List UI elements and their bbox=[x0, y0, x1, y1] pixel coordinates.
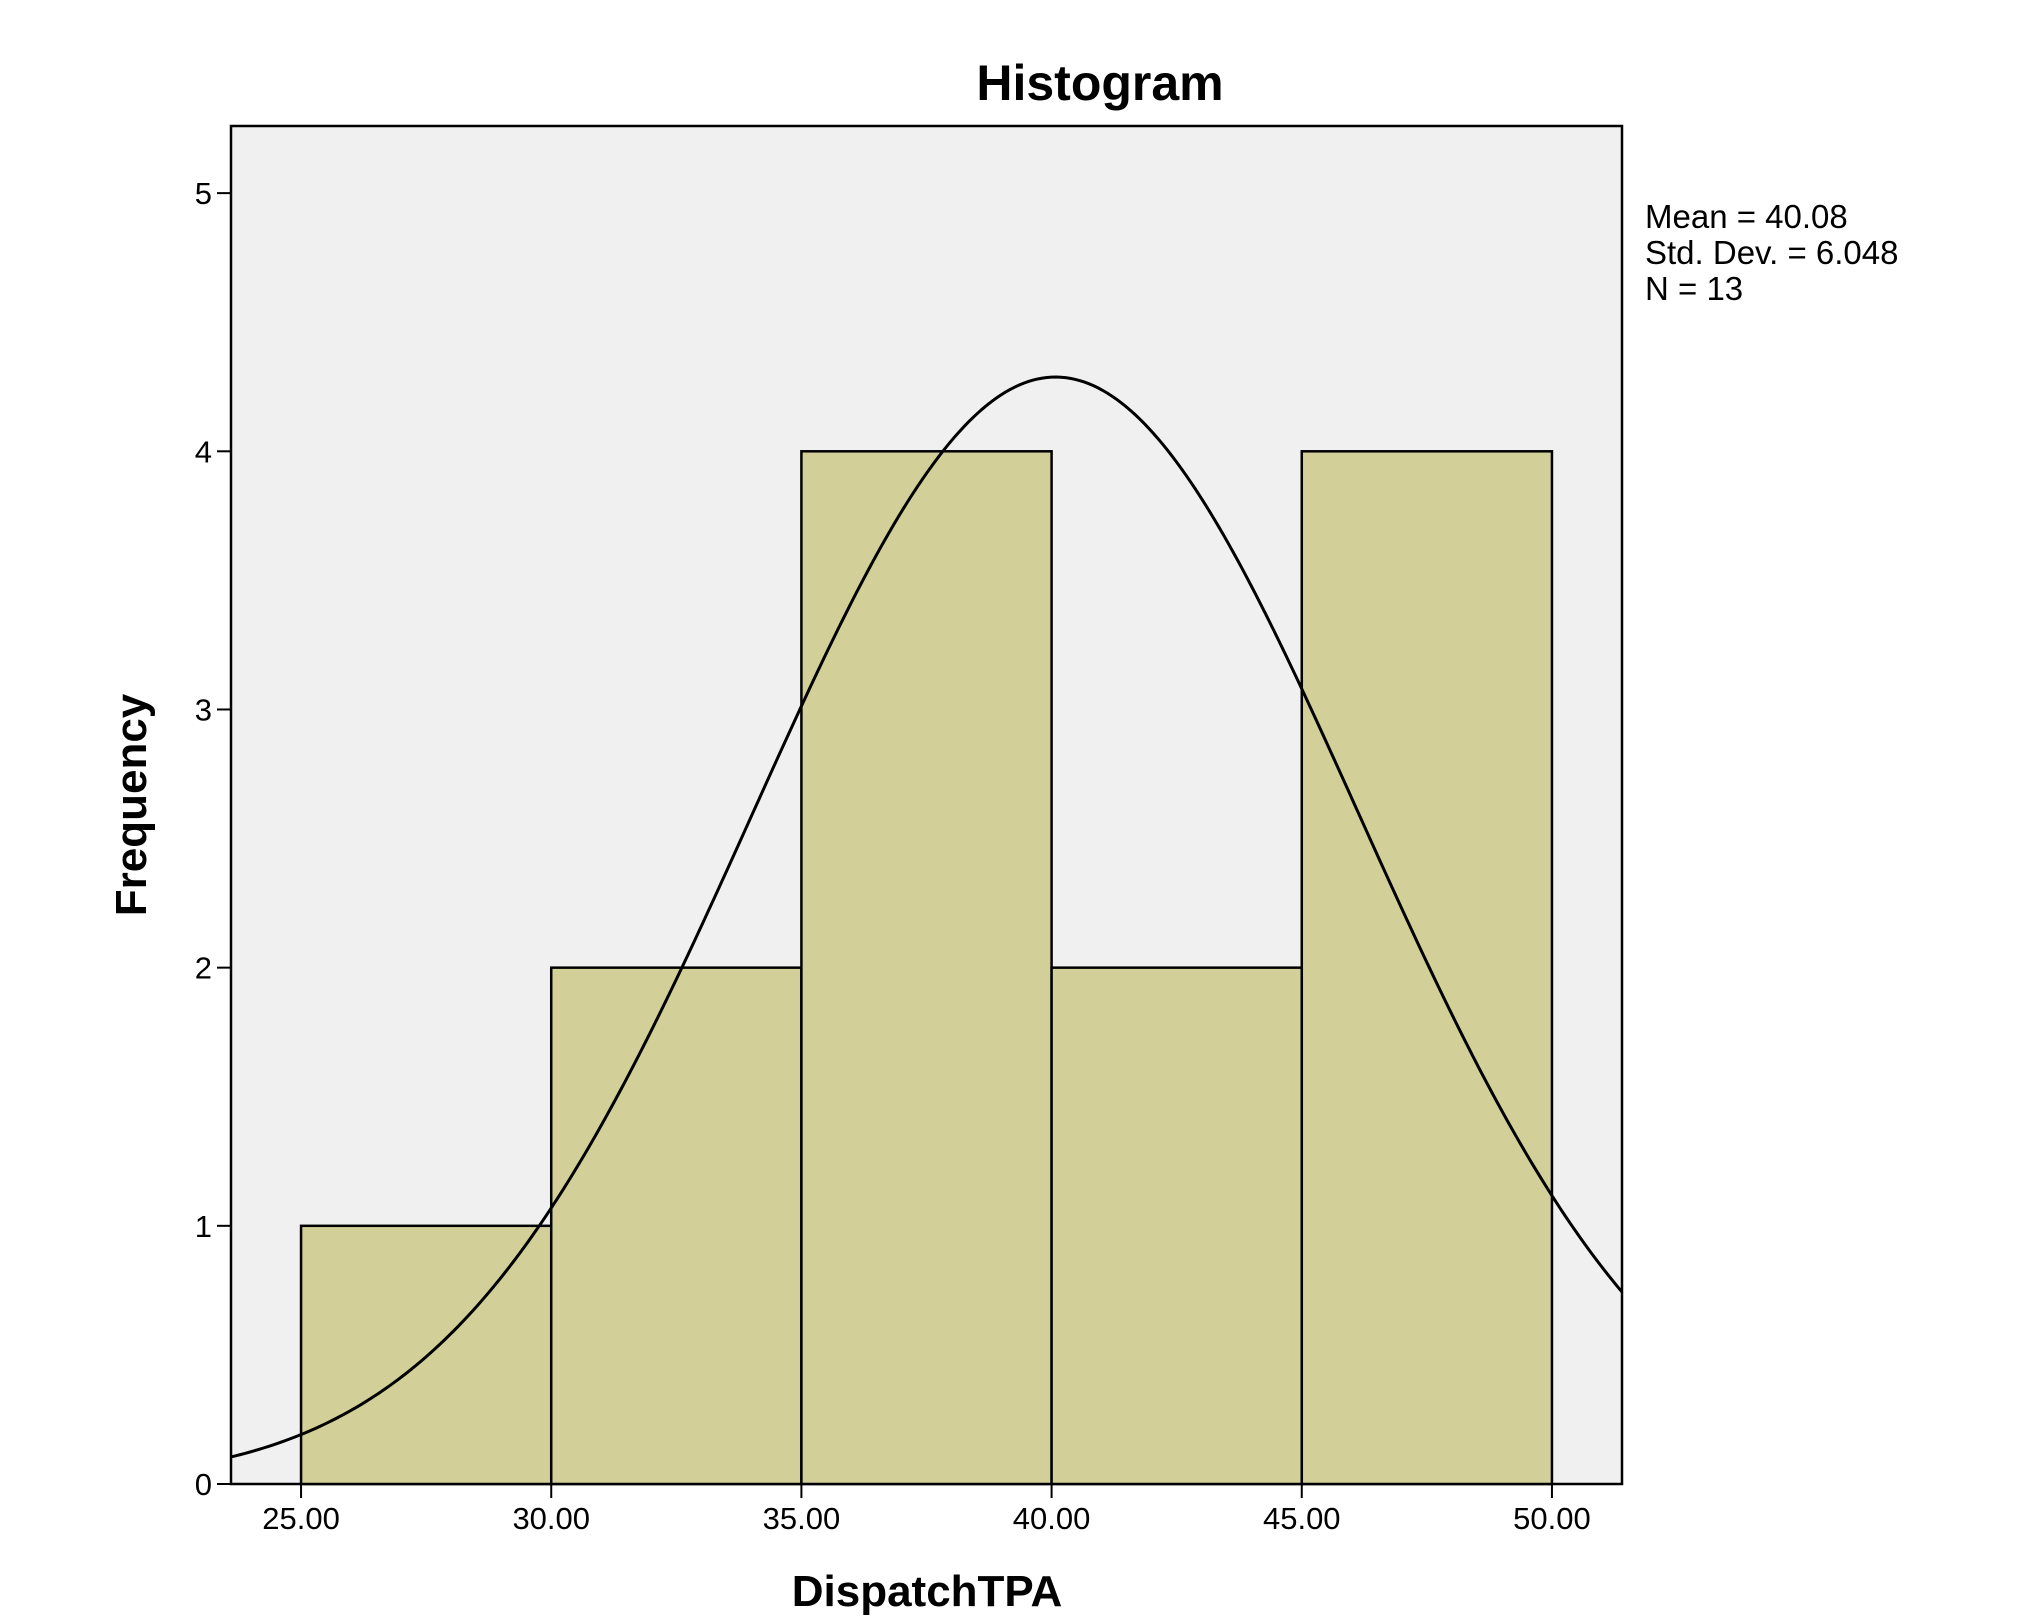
histogram-bar-4 bbox=[1300, 450, 1554, 1486]
y-axis: 0 1 2 3 4 5 bbox=[195, 176, 231, 1502]
x-axis-title: DispatchTPA bbox=[792, 1567, 1063, 1616]
x-axis: 25.00 30.00 35.00 40.00 45.00 50.00 bbox=[262, 1484, 1591, 1536]
x-tick-label-30: 30.00 bbox=[512, 1501, 590, 1536]
stats-std-dev: Std. Dev. = 6.048 bbox=[1645, 234, 1898, 271]
y-tick-label-1: 1 bbox=[195, 1209, 212, 1244]
stats-mean: Mean = 40.08 bbox=[1645, 198, 1848, 235]
y-tick-label-3: 3 bbox=[195, 692, 212, 727]
y-tick-label-2: 2 bbox=[195, 951, 212, 986]
x-tick-label-40: 40.00 bbox=[1013, 1501, 1091, 1536]
stats-n: N = 13 bbox=[1645, 270, 1743, 307]
normal-curve bbox=[230, 375, 1624, 1459]
x-tick-label-50: 50.00 bbox=[1513, 1501, 1591, 1536]
chart-title: Histogram bbox=[976, 55, 1223, 111]
y-tick-label-0: 0 bbox=[195, 1467, 212, 1502]
histogram-bar-2 bbox=[800, 450, 1053, 1486]
x-tick-label-45: 45.00 bbox=[1263, 1501, 1341, 1536]
x-tick-label-25: 25.00 bbox=[262, 1501, 340, 1536]
histogram-bar-3 bbox=[1050, 966, 1304, 1486]
y-axis-title: Frequency bbox=[107, 693, 156, 916]
y-tick-label-4: 4 bbox=[195, 434, 212, 469]
x-tick-label-35: 35.00 bbox=[763, 1501, 841, 1536]
histogram-bar-1 bbox=[549, 966, 803, 1486]
y-tick-label-5: 5 bbox=[195, 176, 212, 211]
bars-group bbox=[299, 450, 1554, 1486]
stats-box: Mean = 40.08 Std. Dev. = 6.048 N = 13 bbox=[1645, 198, 1898, 307]
